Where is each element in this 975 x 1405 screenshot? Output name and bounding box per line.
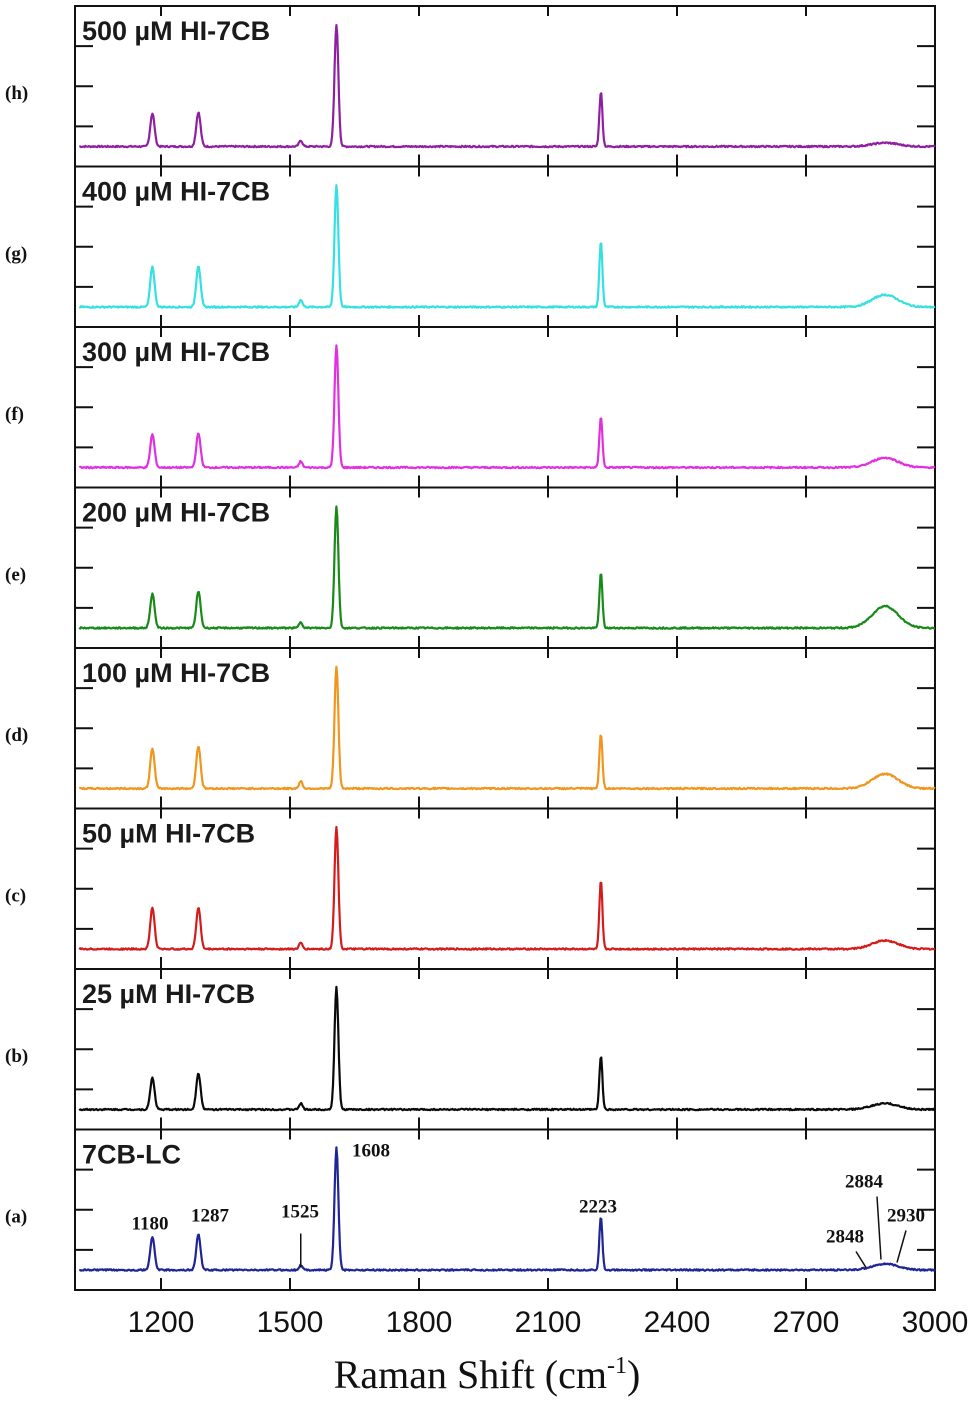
peak-label-2884: 2884 xyxy=(845,1172,884,1193)
peak-label-1287: 1287 xyxy=(191,1206,230,1227)
panel-e: 200 µM HI-7CB (e) xyxy=(5,486,936,649)
panel-title: 25 µM HI-7CB xyxy=(82,979,255,1009)
panel-title: 200 µM HI-7CB xyxy=(82,498,270,528)
peak-label-1180: 1180 xyxy=(132,1214,169,1235)
panel-letter: (h) xyxy=(5,83,28,104)
spectrum-line xyxy=(78,1146,936,1272)
peak-leader-2930 xyxy=(896,1230,907,1263)
panel-letter: (b) xyxy=(5,1046,28,1067)
panel-title: 500 µM HI-7CB xyxy=(82,16,270,46)
panel-f: 300 µM HI-7CB (f) xyxy=(5,326,936,489)
panel-h: 500 µM HI-7CB (h) xyxy=(5,5,936,168)
panel-letter: (e) xyxy=(5,565,26,586)
panel-letter: (g) xyxy=(5,244,27,265)
panel-title: 300 µM HI-7CB xyxy=(82,337,270,367)
peak-label-2223: 2223 xyxy=(579,1197,617,1218)
panel-title: 400 µM HI-7CB xyxy=(82,177,270,207)
x-tick-label: 1200 xyxy=(128,1306,195,1339)
panel-title: 50 µM HI-7CB xyxy=(82,819,255,849)
peak-leader-2884 xyxy=(876,1196,882,1260)
x-tick-label: 1800 xyxy=(386,1306,453,1339)
spectrum-line xyxy=(78,665,936,791)
spectrum-line xyxy=(78,344,936,470)
spectra-panels: 500 µM HI-7CB (h) 400 µM HI-7CB (g) 300 µM H… xyxy=(5,5,936,1291)
x-tick-label: 2100 xyxy=(515,1306,582,1339)
peak-label-1608: 1608 xyxy=(352,1141,390,1162)
peak-label-2848: 2848 xyxy=(826,1227,864,1248)
panel-letter: (c) xyxy=(5,886,26,907)
panel-letter: (d) xyxy=(5,725,28,746)
x-tick-label: 2700 xyxy=(773,1306,840,1339)
panel-g: 400 µM HI-7CB (g) xyxy=(5,165,936,328)
x-tick-label: 1500 xyxy=(257,1306,324,1339)
x-tick-label: 3000 xyxy=(902,1306,969,1339)
spectrum-line xyxy=(78,505,936,630)
peak-label-2930: 2930 xyxy=(887,1206,925,1227)
panel-a: 7CB-LC (a) xyxy=(5,1128,936,1291)
panel-letter: (f) xyxy=(5,404,24,425)
spectrum-line xyxy=(79,24,936,149)
panel-b: 25 µM HI-7CB (b) xyxy=(5,968,936,1131)
panel-c: 50 µM HI-7CB (c) xyxy=(5,807,936,970)
spectrum-line xyxy=(78,825,936,951)
x-axis-title: Raman Shift (cm-1) xyxy=(334,1352,641,1397)
spectrum-line xyxy=(78,985,936,1112)
peak-leader-2848 xyxy=(855,1251,867,1268)
panel-title: 100 µM HI-7CB xyxy=(82,658,270,688)
x-axis: 1200 1500 1800 2100 2400 2700 3000 1180 1287 1525… xyxy=(128,1141,969,1340)
panel-d: 100 µM HI-7CB (d) xyxy=(5,647,936,810)
peak-label-1525: 1525 xyxy=(281,1202,319,1223)
spectrum-line xyxy=(78,184,936,309)
x-tick-label: 2400 xyxy=(644,1306,711,1339)
panel-title: 7CB-LC xyxy=(82,1140,181,1170)
panel-letter: (a) xyxy=(5,1207,27,1228)
